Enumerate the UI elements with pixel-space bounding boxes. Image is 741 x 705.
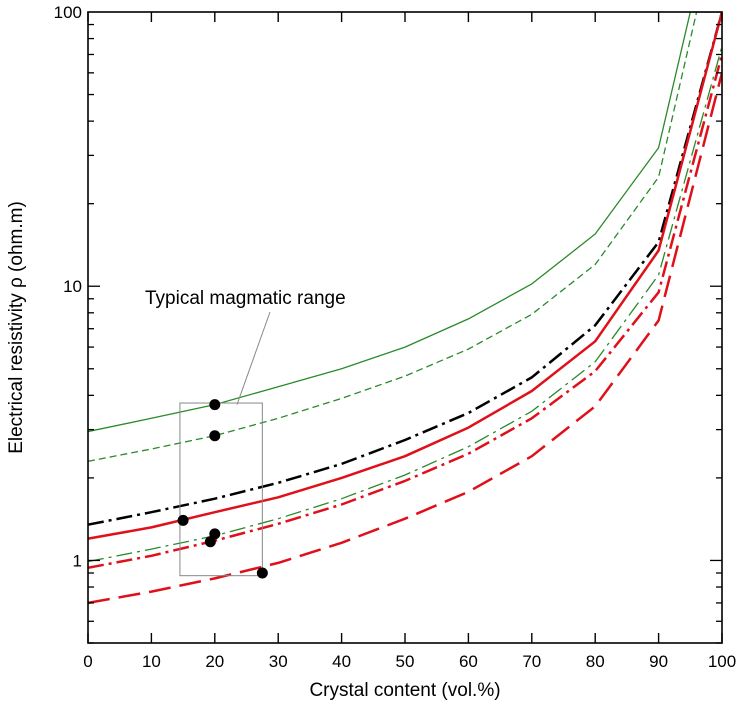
y-axis-label: Electrical resistivity ρ (ohm.m) <box>6 201 27 454</box>
data-point-6 <box>256 567 268 579</box>
x-tick-label: 70 <box>522 652 541 671</box>
annotation-text: Typical magmatic range <box>145 288 346 309</box>
y-tick-label: 10 <box>63 277 82 296</box>
annotation-layer: Typical magmatic range <box>145 288 346 577</box>
series-layer <box>88 12 722 605</box>
x-axis-label: Crystal content (vol.%) <box>309 680 500 701</box>
points-layer <box>177 399 268 579</box>
x-tick-label: 50 <box>396 652 415 671</box>
series-line-4 <box>88 12 722 540</box>
series-line-2 <box>88 12 722 462</box>
data-point-3 <box>177 514 189 526</box>
annotation-box <box>179 402 263 577</box>
data-point-1 <box>209 399 221 411</box>
series-line-7 <box>88 72 722 605</box>
series-line-1 <box>88 12 722 433</box>
data-point-5 <box>204 536 216 548</box>
x-tick-label: 90 <box>649 652 668 671</box>
series-line-3 <box>88 12 722 526</box>
y-tick-label: 1 <box>73 551 82 570</box>
series-line-6 <box>88 54 722 570</box>
x-tick-label: 40 <box>332 652 351 671</box>
series-line-5 <box>88 46 722 563</box>
x-tick-label: 80 <box>586 652 605 671</box>
x-tick-label: 100 <box>708 652 736 671</box>
data-point-2 <box>209 430 221 442</box>
x-tick-label: 60 <box>459 652 478 671</box>
x-tick-label: 30 <box>269 652 288 671</box>
x-tick-label: 0 <box>83 652 92 671</box>
x-tick-label: 20 <box>205 652 224 671</box>
x-tick-label: 10 <box>142 652 161 671</box>
annotation-leader-line <box>236 311 271 405</box>
y-tick-label: 100 <box>54 3 82 22</box>
